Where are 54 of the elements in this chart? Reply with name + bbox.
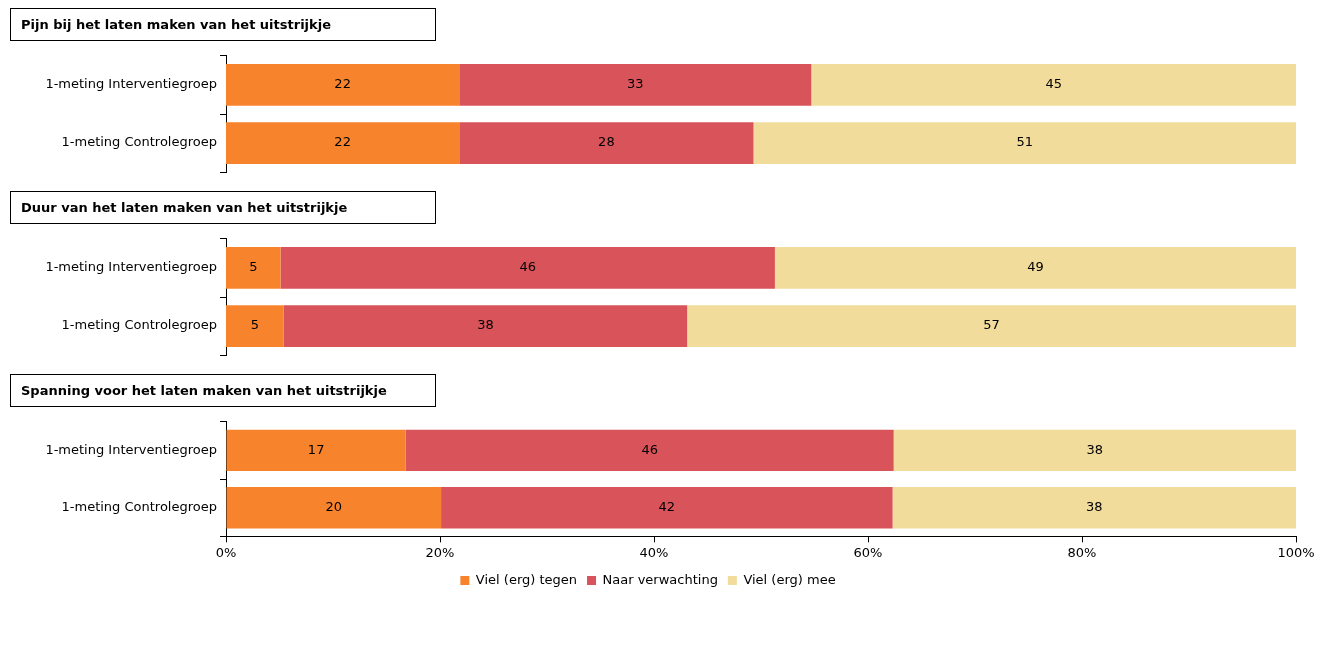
data-label: 57 (983, 317, 1000, 333)
data-label: 46 (641, 441, 658, 457)
bar (687, 305, 1296, 348)
bar (226, 487, 442, 529)
data-label: 20 (325, 499, 343, 515)
data-label: 38 (1086, 441, 1104, 457)
x-tick-label: 100% (1277, 544, 1315, 560)
data-label: 22 (334, 134, 351, 150)
data-label: 45 (1045, 76, 1062, 92)
y-tick-label: 1-meting Interventiegroep (45, 259, 217, 275)
bar (226, 246, 281, 289)
y-tick-label: 1-meting Controlegroep (61, 134, 217, 150)
data-label: 28 (598, 134, 615, 150)
bar (226, 305, 284, 348)
data-label: 17 (307, 441, 325, 457)
data-label: 5 (249, 259, 258, 275)
bar (459, 122, 754, 165)
bar (774, 246, 1296, 289)
y-tick-label: 1-meting Controlegroep (61, 499, 217, 515)
data-label: 22 (334, 76, 351, 92)
data-label: 42 (658, 499, 676, 515)
bar (441, 487, 893, 529)
legend-label: Viel (erg) mee (743, 571, 836, 587)
legend-label: Naar verwachting (602, 571, 718, 587)
data-label: 38 (477, 317, 494, 333)
bar (459, 63, 812, 106)
y-tick-label: 1-meting Interventiegroep (45, 76, 217, 92)
data-label: 51 (1016, 134, 1034, 150)
x-tick-label: 20% (425, 544, 455, 560)
y-tick-label: 1-meting Controlegroep (61, 317, 217, 333)
data-label: 49 (1027, 259, 1044, 275)
bar (226, 122, 460, 165)
bar (226, 63, 460, 106)
data-label: 5 (250, 317, 260, 333)
data-label: 33 (627, 76, 644, 92)
bar (280, 246, 775, 289)
x-tick-label: 60% (853, 544, 883, 560)
bar (892, 487, 1296, 529)
bar (226, 429, 406, 472)
bar (893, 429, 1296, 472)
x-tick-label: 0% (215, 544, 237, 560)
bar (753, 122, 1296, 165)
x-tick-label: 40% (639, 544, 669, 560)
bar (811, 63, 1296, 106)
y-tick-label: 1-meting Interventiegroep (45, 441, 217, 457)
data-label: 38 (1086, 499, 1103, 515)
x-tick-label: 80% (1067, 544, 1097, 560)
chart-title: Duur van het laten maken van het uitstrijkje (10, 191, 436, 224)
legend-label: Viel (erg) tegen (475, 571, 578, 587)
bar (405, 429, 894, 472)
bar (283, 305, 688, 348)
chart-title: Pijn bij het laten maken van het uitstrijkje (10, 8, 436, 41)
chart-title: Spanning voor het laten maken van het uitstrijkje (10, 374, 436, 407)
data-label: 46 (519, 259, 537, 275)
